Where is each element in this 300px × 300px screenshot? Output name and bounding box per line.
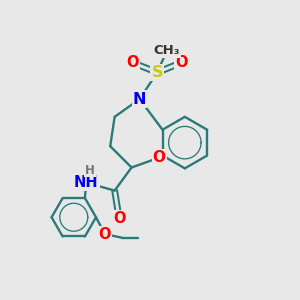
Text: O: O xyxy=(99,226,111,242)
Text: NH: NH xyxy=(74,175,98,190)
Text: CH₃: CH₃ xyxy=(154,44,180,57)
Text: O: O xyxy=(175,55,188,70)
Text: S: S xyxy=(152,65,163,80)
Text: O: O xyxy=(126,55,139,70)
Text: O: O xyxy=(153,150,166,165)
Text: N: N xyxy=(133,92,146,106)
Text: H: H xyxy=(85,164,95,177)
Text: O: O xyxy=(113,211,125,226)
